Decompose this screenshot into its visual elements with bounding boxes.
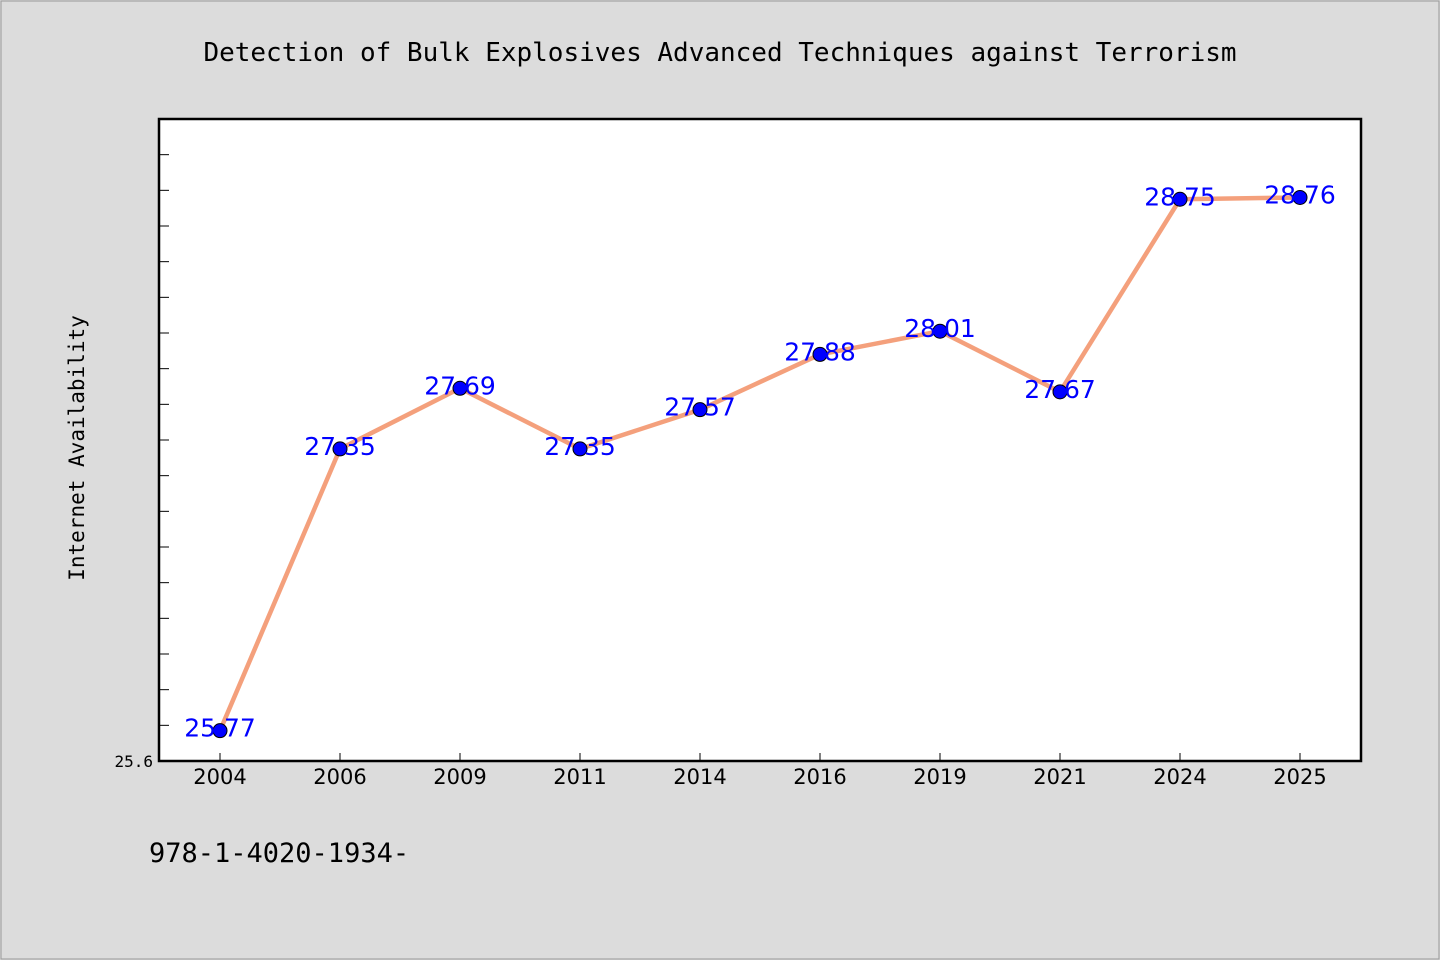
data-label: 28.75 — [1144, 182, 1216, 211]
data-point — [1052, 384, 1068, 400]
data-label: 28.01 — [904, 314, 976, 343]
data-label: 25.77 — [184, 714, 256, 743]
chart-title: Detection of Bulk Explosives Advanced Te… — [203, 38, 1236, 68]
data-label: 27.57 — [664, 393, 736, 422]
x-tick-label: 2006 — [313, 765, 366, 789]
x-tick-label: 2011 — [553, 765, 606, 789]
series-markers — [212, 189, 1308, 739]
y-tick-label: 25.6 — [114, 752, 153, 771]
data-point — [1172, 191, 1188, 207]
data-label: 27.88 — [784, 337, 856, 366]
x-axis-ticks: 2004 2006 2009 2011 2014 2016 2019 2021 2024 2025 — [193, 753, 1327, 789]
y-axis-ticks: 25.6 — [114, 118, 169, 771]
data-point — [1292, 189, 1308, 205]
data-label: 27.35 — [544, 432, 616, 461]
x-tick-label: 2025 — [1273, 765, 1326, 789]
data-point — [692, 402, 708, 418]
data-point — [932, 323, 948, 339]
data-label: 28.76 — [1264, 180, 1336, 209]
data-label: 27.67 — [1024, 375, 1096, 404]
x-tick-label: 2024 — [1153, 765, 1206, 789]
data-point — [212, 723, 228, 739]
x-tick-label: 2021 — [1033, 765, 1086, 789]
series-line — [217, 195, 1303, 733]
data-labels: 25.77 27.35 27.69 27.35 27.57 27.88 28.01 27.67… — [184, 180, 1336, 742]
x-tick-label: 2016 — [793, 765, 846, 789]
data-label: 27.69 — [424, 371, 496, 400]
y-axis-label: Internet Availability — [65, 315, 89, 581]
x-tick-label: 2009 — [433, 765, 486, 789]
data-point — [452, 380, 468, 396]
data-point — [572, 441, 588, 457]
x-tick-label: 2019 — [913, 765, 966, 789]
x-tick-label: 2004 — [193, 765, 246, 789]
data-point — [812, 346, 828, 362]
x-tick-label: 2014 — [673, 765, 726, 789]
footnote: 978-1-4020-1934- — [149, 838, 409, 869]
data-label: 27.35 — [304, 432, 376, 461]
data-point — [332, 441, 348, 457]
